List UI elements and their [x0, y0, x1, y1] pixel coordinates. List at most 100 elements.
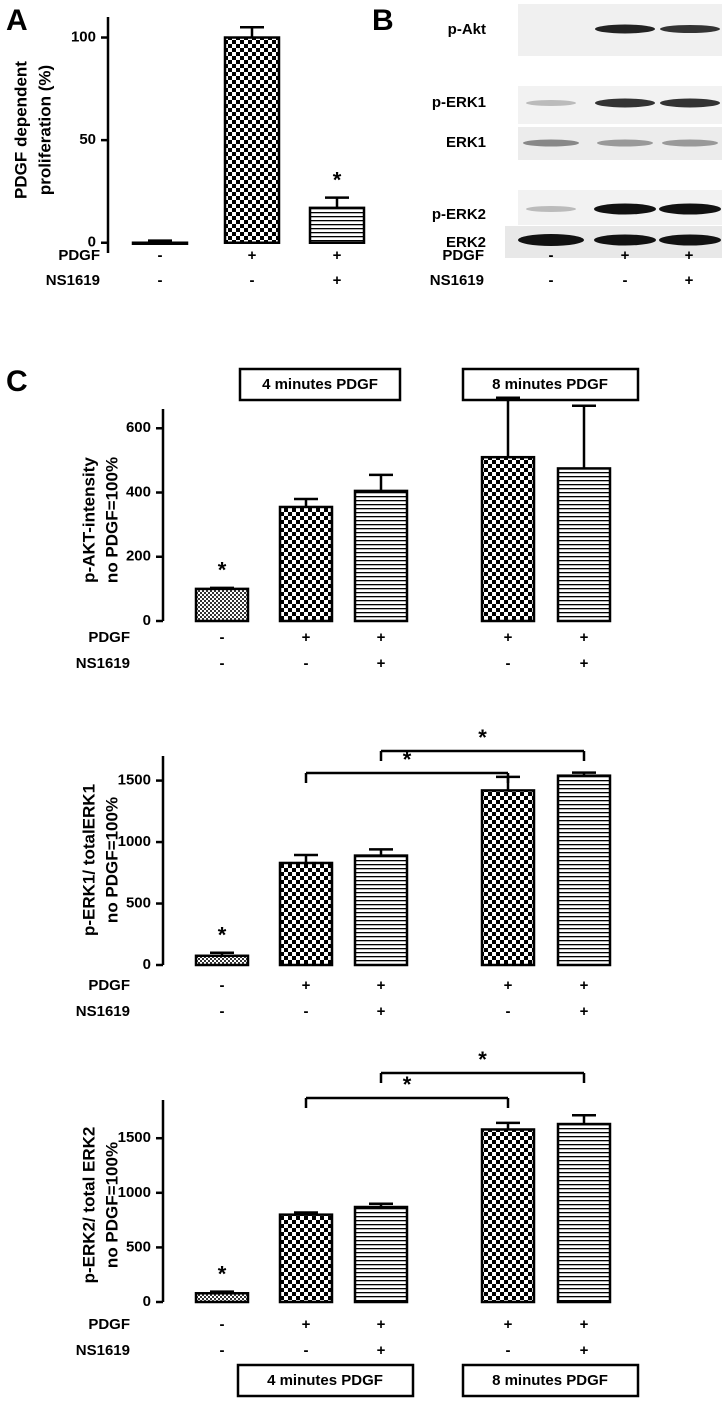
- band: [526, 206, 576, 212]
- condition-name: PDGF: [88, 977, 130, 994]
- y-tick-label: 1000: [118, 833, 151, 850]
- condition-mark: +: [302, 1316, 311, 1333]
- blot-row-label: ERK1: [446, 134, 486, 151]
- condition-mark: -: [220, 629, 225, 646]
- condition-mark: +: [685, 272, 694, 289]
- significance-star: *: [478, 725, 487, 750]
- condition-mark: -: [506, 655, 511, 672]
- condition-name: NS1619: [76, 1003, 130, 1020]
- y-axis-label: p-AKT-intensity: [79, 457, 98, 583]
- condition-mark: +: [377, 655, 386, 672]
- condition-mark: +: [377, 977, 386, 994]
- bar: [556, 774, 612, 967]
- bar: [480, 1128, 536, 1304]
- group-box: [236, 1363, 415, 1398]
- condition-mark: -: [549, 247, 554, 264]
- condition-mark: -: [220, 977, 225, 994]
- condition-name: NS1619: [430, 272, 484, 289]
- band: [659, 203, 721, 215]
- condition-mark: -: [220, 1342, 225, 1359]
- y-axis-label: no PDGF=100%: [102, 1142, 121, 1268]
- bar: [223, 36, 281, 244]
- band: [526, 100, 576, 106]
- condition-name: NS1619: [46, 272, 100, 289]
- band: [595, 24, 655, 34]
- condition-mark: -: [220, 655, 225, 672]
- condition-mark: +: [580, 977, 589, 994]
- condition-mark: +: [377, 1316, 386, 1333]
- group-label: 4 minutes PDGF: [262, 376, 378, 393]
- condition-mark: +: [504, 1316, 513, 1333]
- bar: [278, 505, 334, 623]
- condition-mark: -: [250, 272, 255, 289]
- significance-star: *: [333, 167, 342, 192]
- condition-mark: +: [377, 629, 386, 646]
- y-tick-label: 1500: [118, 772, 151, 789]
- condition-mark: -: [506, 1342, 511, 1359]
- y-tick-label: 600: [126, 419, 151, 436]
- condition-mark: +: [580, 1003, 589, 1020]
- bar: [556, 1122, 612, 1304]
- condition-mark: +: [580, 655, 589, 672]
- condition-mark: +: [333, 247, 342, 264]
- condition-mark: -: [549, 272, 554, 289]
- condition-mark: -: [220, 1316, 225, 1333]
- blot-row-label: ERK2: [446, 234, 486, 251]
- group-label: 4 minutes PDGF: [267, 1372, 383, 1389]
- significance-star: *: [218, 923, 227, 948]
- condition-name: PDGF: [442, 247, 484, 264]
- condition-mark: -: [623, 272, 628, 289]
- condition-mark: -: [304, 1003, 309, 1020]
- group-box: [461, 1363, 640, 1398]
- significance-star: *: [218, 558, 227, 583]
- bar: [353, 489, 409, 623]
- band: [523, 139, 579, 147]
- condition-mark: +: [377, 1342, 386, 1359]
- condition-mark: +: [504, 977, 513, 994]
- condition-mark: -: [304, 1342, 309, 1359]
- y-axis-label: no PDGF=100%: [102, 457, 121, 583]
- y-tick-label: 500: [126, 1238, 151, 1255]
- panel-label: A: [6, 4, 28, 37]
- condition-name: NS1619: [76, 655, 130, 672]
- condition-mark: -: [304, 655, 309, 672]
- condition-mark: -: [158, 272, 163, 289]
- group-box: [238, 367, 402, 402]
- significance-star: *: [403, 747, 412, 772]
- significance-star: *: [478, 1047, 487, 1072]
- blot-row-label: p-ERK1: [432, 94, 486, 111]
- y-tick-label: 1000: [118, 1184, 151, 1201]
- bar: [353, 1205, 409, 1304]
- y-axis-label: p-ERK2/ total ERK2: [79, 1127, 98, 1284]
- band: [594, 203, 656, 215]
- y-tick-label: 50: [79, 131, 96, 148]
- condition-mark: -: [220, 1003, 225, 1020]
- bar: [194, 587, 250, 623]
- y-axis-label: proliferation (%): [35, 65, 54, 195]
- condition-mark: +: [248, 247, 257, 264]
- condition-mark: +: [580, 1342, 589, 1359]
- condition-name: PDGF: [88, 629, 130, 646]
- condition-mark: +: [302, 629, 311, 646]
- blot: [505, 4, 722, 258]
- y-tick-label: 0: [143, 956, 151, 973]
- y-axis-label: p-ERK1/ totalERK1: [79, 784, 98, 936]
- band: [518, 234, 584, 246]
- condition-mark: +: [333, 272, 342, 289]
- band: [659, 234, 721, 246]
- y-tick-label: 1500: [118, 1129, 151, 1146]
- condition-mark: -: [506, 1003, 511, 1020]
- condition-mark: +: [580, 1316, 589, 1333]
- band: [597, 139, 653, 147]
- group-label: 8 minutes PDGF: [492, 1372, 608, 1389]
- condition-mark: +: [377, 1003, 386, 1020]
- band: [660, 25, 720, 33]
- significance-star: *: [403, 1072, 412, 1097]
- y-axis-label: no PDGF=100%: [102, 797, 121, 923]
- bar: [194, 954, 250, 967]
- y-tick-label: 0: [88, 234, 96, 251]
- condition-mark: +: [504, 629, 513, 646]
- group-box: [461, 367, 640, 402]
- band: [660, 98, 720, 108]
